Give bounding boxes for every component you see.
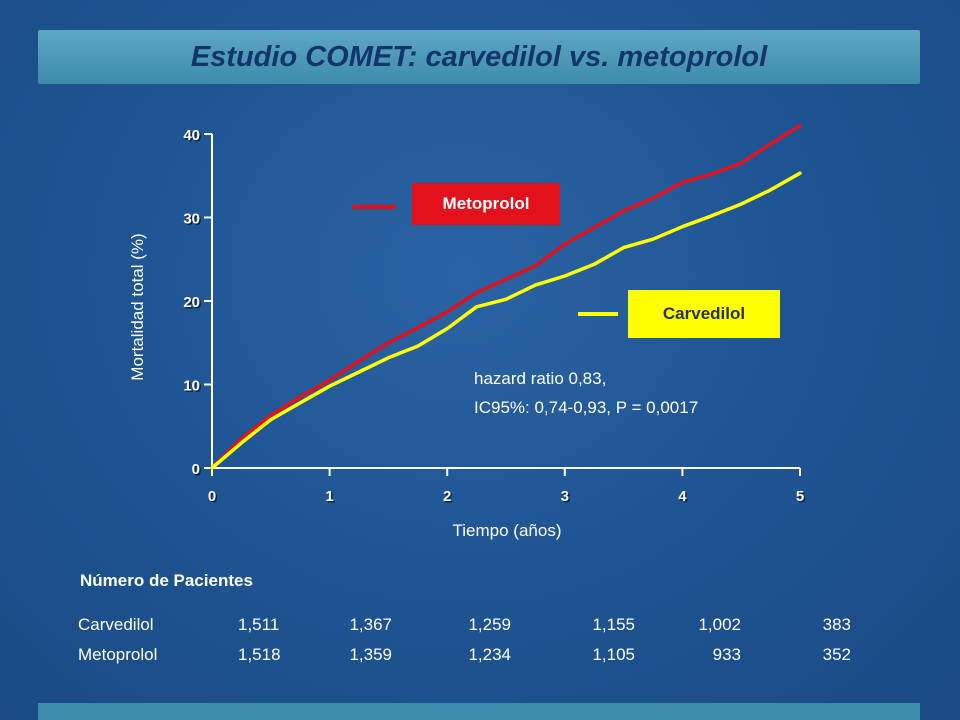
y-tick-label: 0 (192, 461, 200, 478)
x-tick-label-shadow: 2 (445, 490, 453, 507)
table-cell: 1,259 (468, 615, 511, 634)
patients-table: Carvedilol 1,511 1,367 1,259 1,155 1,002… (78, 610, 851, 670)
table-cell: 1,234 (468, 645, 511, 664)
x-tick-label: 2 (443, 488, 451, 505)
x-axis-label: Tiempo (años) (452, 521, 562, 540)
y-tick-label: 40 (183, 127, 200, 144)
slide-title: Estudio COMET: carvedilol vs. metoprolol (190, 41, 768, 73)
x-tick-label: 3 (561, 488, 569, 505)
y-tick-label-shadow: 40 (185, 129, 202, 146)
series-line-carvedilol (210, 171, 802, 470)
table-cell: 933 (712, 645, 741, 664)
table-cell: 1,002 (698, 615, 741, 634)
table-cell: 352 (822, 645, 851, 664)
y-tick-label-shadow: 10 (185, 379, 202, 396)
x-tick-label: 0 (208, 488, 216, 505)
bottom-bar (38, 703, 920, 720)
y-tick-label: 10 (183, 378, 200, 395)
y-tick-label-shadow: 30 (185, 212, 202, 229)
table-cell: 1,359 (349, 645, 392, 664)
legend-metoprolol: Metoprolol (412, 183, 560, 225)
x-tick-label-shadow: 0 (209, 490, 217, 507)
table-cell: 383 (822, 615, 851, 634)
table-cell: 1,105 (592, 645, 635, 664)
x-tick-label-shadow: 5 (797, 490, 805, 507)
y-tick-label: 20 (183, 294, 200, 311)
table-cell: 1,518 (238, 645, 281, 664)
y-axis-label: Mortalidad total (%) (128, 233, 147, 381)
table-cell: 1,155 (592, 615, 635, 634)
patients-table-title: Número de Pacientes (80, 571, 253, 590)
table-row: Metoprolol 1,518 1,359 1,234 1,105 933 3… (78, 640, 851, 670)
row-label: Metoprolol (78, 645, 158, 664)
x-tick-label: 5 (796, 488, 804, 505)
x-tick-label: 1 (325, 488, 333, 505)
table-cell: 1,367 (349, 615, 392, 634)
confidence-interval-text: IC95%: 0,74-0,93, P = 0,0017 (474, 398, 699, 417)
x-tick-label-shadow: 4 (680, 490, 689, 507)
x-tick-label: 4 (678, 488, 687, 505)
hazard-ratio-annotation: hazard ratio 0,83, IC95%: 0,74-0,93, P =… (474, 364, 698, 422)
x-tick-label-shadow: 1 (327, 490, 335, 507)
y-tick-label-shadow: 0 (193, 463, 201, 480)
row-label: Carvedilol (78, 615, 154, 634)
y-tick-label-shadow: 20 (185, 296, 202, 313)
table-cell: 1,511 (238, 615, 280, 634)
legend-carvedilol: Carvedilol (628, 290, 780, 338)
x-tick-label-shadow: 3 (562, 490, 570, 507)
series-line-metoprolol (210, 123, 802, 470)
y-tick-label: 30 (183, 211, 200, 228)
table-row: Carvedilol 1,511 1,367 1,259 1,155 1,002… (78, 610, 851, 640)
hazard-ratio-text: hazard ratio 0,83, (474, 369, 607, 388)
